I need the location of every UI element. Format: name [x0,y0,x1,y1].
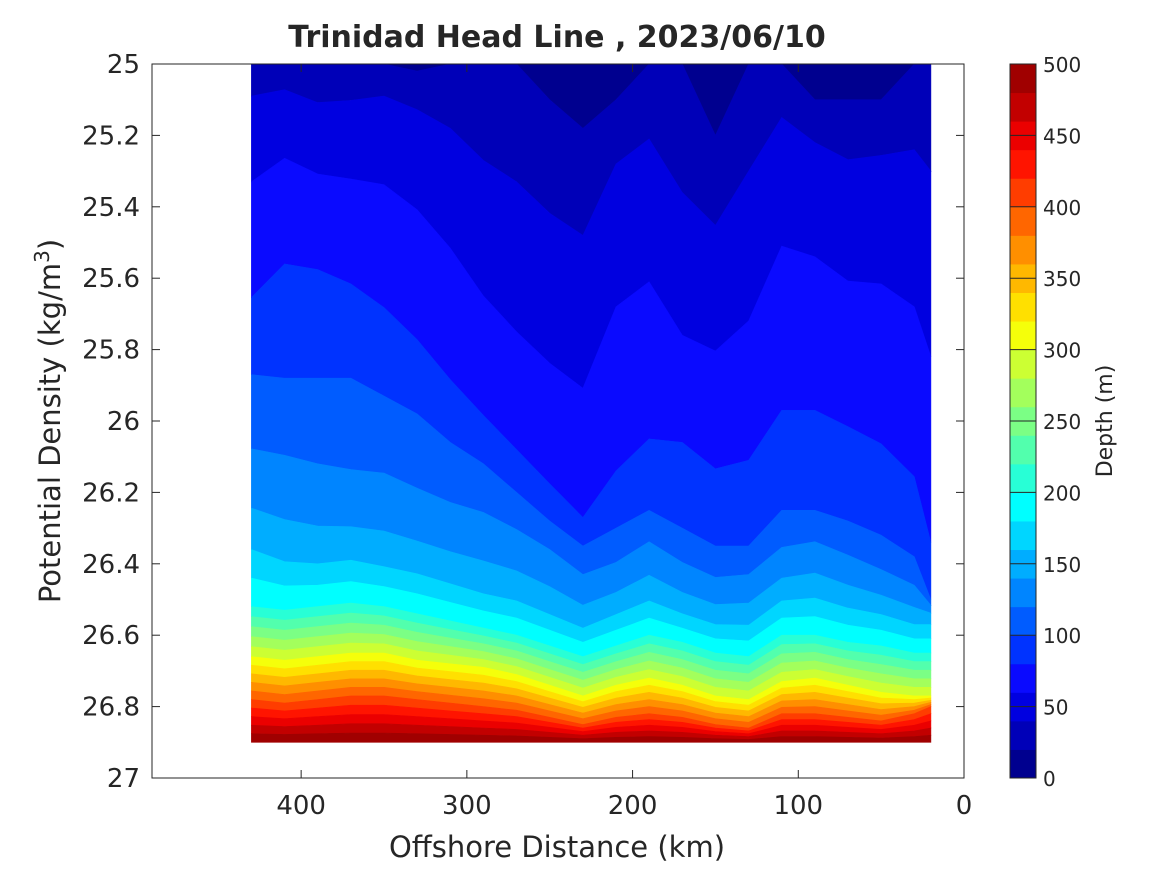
colorbar-segment-3 [1010,663,1036,693]
colorbar-segment-6 [1010,578,1036,608]
contour-fill-layer [251,64,932,743]
y-axis: 25 25.2 25.4 25.6 25.8 26 26.2 26.4 26.6 26.8 27 [82,50,964,794]
y-tick-label-0: 25 [107,50,140,80]
colorbar-segment-13 [1010,378,1036,408]
colorbar-segment-19 [1010,206,1036,236]
y-tick-label-8: 26.6 [82,621,140,651]
colorbar-tick-label-500: 500 [1043,53,1081,77]
y-axis-label-superscript: 3 [30,250,54,263]
colorbar-tick-label-0: 0 [1043,767,1056,791]
y-tick-label-6: 26.2 [82,478,140,508]
x-tick-label-300: 300 [442,791,492,821]
x-tick-label-0: 0 [956,791,973,821]
y-axis-label-main: Potential Density (kg/m [33,263,67,603]
colorbar-segment-21 [1010,149,1036,179]
y-axis-label: Potential Density (kg/m3) [30,239,67,603]
x-axis-label: Offshore Distance (km) [389,830,725,864]
y-axis-label-close: ) [33,239,67,250]
y-tick-label-7: 26.4 [82,550,140,580]
colorbar-segment-18 [1010,235,1036,265]
colorbar-segment-8 [1010,520,1036,551]
x-tick-label-200: 200 [608,791,658,821]
colorbar-tick-label-350: 350 [1043,267,1081,291]
x-tick-label-100: 100 [773,791,823,821]
y-tick-label-2: 25.4 [82,193,140,223]
y-tick-label-9: 26.8 [82,693,140,723]
colorbar-segment-11 [1010,435,1036,465]
contour-band-0-20 [251,64,931,137]
colorbar-tick-label-250: 250 [1043,410,1081,434]
y-tick-label-10: 27 [107,764,140,794]
colorbar-tick-label-300: 300 [1043,339,1081,363]
y-tick-label-3: 25.6 [82,264,140,294]
colorbar-tick-label-50: 50 [1043,696,1068,720]
x-axis: 400 300 200 100 0 [276,64,972,821]
colorbar-segment-15 [1010,321,1036,351]
colorbar-segment-23 [1010,92,1036,122]
colorbar-segment-14 [1010,349,1036,379]
colorbar-segment-9 [1010,492,1036,522]
colorbar: 0 50 100 150 200 250 300 350 400 450 500 [1009,53,1081,791]
y-tick-label-4: 25.8 [82,336,140,366]
colorbar-segment-4 [1010,635,1036,665]
colorbar-segment-1 [1010,720,1036,750]
contour-band-480-500 [251,732,932,743]
y-tick-label-1: 25.2 [82,121,140,151]
colorbar-segment-16 [1010,292,1036,322]
y-tick-label-5: 26 [107,407,140,437]
colorbar-segment-5 [1010,606,1036,636]
colorbar-tick-label-400: 400 [1043,196,1081,220]
colorbar-tick-label-450: 450 [1043,124,1081,148]
chart-title: Trinidad Head Line , 2023/06/10 [288,20,825,55]
colorbar-tick-label-200: 200 [1043,481,1081,505]
x-tick-label-400: 400 [276,791,326,821]
colorbar-segment-0 [1010,749,1036,779]
colorbar-label: Depth (m) [1093,365,1118,478]
colorbar-tick-label-150: 150 [1043,553,1081,577]
colorbar-tick-label-100: 100 [1043,624,1081,648]
colorbar-segment-20 [1010,178,1036,208]
colorbar-segment-24 [1010,64,1036,94]
colorbar-segment-10 [1010,463,1036,493]
